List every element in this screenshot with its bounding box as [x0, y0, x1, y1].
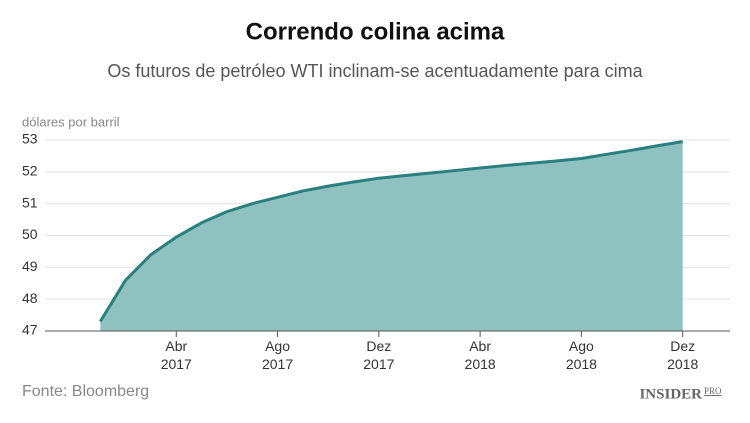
y-tick-label: 49: [22, 258, 38, 274]
y-tick-label: 52: [22, 163, 38, 179]
source: Fonte: Bloomberg: [22, 383, 149, 400]
logo-suffix: PRO: [704, 386, 722, 396]
chart-title: Correndo colina acima: [246, 18, 505, 45]
logo: INSIDER: [639, 386, 702, 402]
x-tick-label: Abr 2017: [160, 338, 192, 372]
area: [100, 141, 683, 331]
x-tick-label: Dez 2018: [667, 338, 699, 372]
x-tick-label: Dez 2017: [363, 338, 395, 372]
y-tick-label: 47: [22, 322, 38, 338]
y-axis-label: dólares por barril: [22, 114, 120, 129]
line: [99, 140, 683, 323]
x-tick-label: Ago 2018: [565, 338, 597, 372]
y-tick-label: 53: [22, 131, 38, 147]
y-tick-label: 50: [22, 226, 38, 242]
y-tick-label: 51: [22, 194, 38, 210]
chart-subtitle: Os futuros de petróleo WTI inclinam-se a…: [107, 61, 643, 81]
x-tick-label: Abr 2018: [464, 338, 496, 372]
y-tick-label: 48: [22, 290, 38, 306]
x-tick-label: Ago 2017: [261, 338, 294, 372]
